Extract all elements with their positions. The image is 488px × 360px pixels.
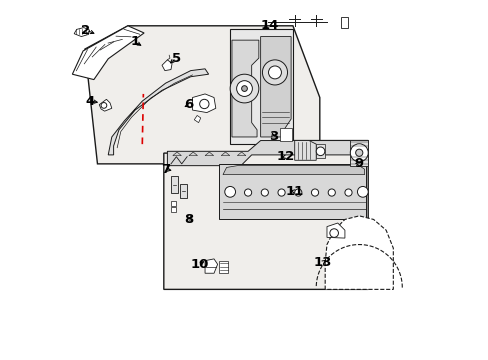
- Polygon shape: [192, 94, 215, 113]
- Polygon shape: [163, 140, 367, 289]
- Text: 10: 10: [190, 258, 208, 271]
- Circle shape: [262, 60, 287, 85]
- Polygon shape: [172, 152, 181, 156]
- Text: 4: 4: [85, 95, 95, 108]
- Text: 12: 12: [276, 150, 294, 163]
- Text: 8: 8: [184, 213, 193, 226]
- Text: 14: 14: [260, 19, 278, 32]
- Circle shape: [261, 189, 268, 196]
- Polygon shape: [230, 30, 292, 144]
- Polygon shape: [316, 144, 325, 158]
- Circle shape: [344, 189, 351, 196]
- Polygon shape: [171, 201, 176, 206]
- Polygon shape: [219, 261, 228, 273]
- Circle shape: [101, 103, 106, 108]
- Polygon shape: [180, 184, 187, 198]
- Polygon shape: [167, 140, 366, 169]
- Polygon shape: [219, 164, 366, 220]
- Circle shape: [244, 189, 251, 196]
- Text: 1: 1: [130, 35, 140, 49]
- Circle shape: [268, 66, 281, 79]
- Circle shape: [327, 189, 335, 196]
- Polygon shape: [171, 176, 178, 193]
- Text: 6: 6: [184, 98, 193, 111]
- Polygon shape: [74, 28, 89, 37]
- Text: 2: 2: [81, 24, 90, 37]
- Text: 7: 7: [161, 163, 170, 176]
- Circle shape: [224, 186, 235, 197]
- Polygon shape: [294, 140, 316, 160]
- Text: 13: 13: [313, 256, 331, 269]
- Circle shape: [316, 147, 324, 156]
- Circle shape: [230, 74, 258, 103]
- Polygon shape: [260, 37, 290, 137]
- Circle shape: [355, 149, 362, 156]
- Circle shape: [241, 86, 247, 91]
- Polygon shape: [326, 223, 344, 238]
- Polygon shape: [204, 152, 213, 156]
- Polygon shape: [99, 99, 112, 111]
- Polygon shape: [171, 207, 176, 212]
- Circle shape: [199, 99, 208, 109]
- Polygon shape: [162, 60, 172, 71]
- Polygon shape: [204, 259, 217, 273]
- Polygon shape: [188, 152, 197, 156]
- Circle shape: [236, 81, 252, 96]
- Polygon shape: [341, 17, 348, 28]
- Text: 9: 9: [354, 157, 363, 170]
- Circle shape: [294, 189, 301, 196]
- Circle shape: [311, 189, 318, 196]
- Polygon shape: [349, 140, 367, 166]
- Polygon shape: [85, 26, 319, 164]
- Polygon shape: [72, 26, 144, 80]
- Circle shape: [277, 189, 285, 196]
- Polygon shape: [280, 128, 291, 140]
- Polygon shape: [223, 166, 364, 175]
- Polygon shape: [108, 69, 208, 155]
- Polygon shape: [231, 40, 258, 137]
- Polygon shape: [325, 216, 392, 289]
- Polygon shape: [221, 152, 229, 156]
- Text: 3: 3: [268, 130, 277, 143]
- Polygon shape: [237, 152, 245, 156]
- Polygon shape: [194, 116, 201, 123]
- Text: 11: 11: [285, 185, 303, 198]
- Text: 5: 5: [171, 51, 181, 64]
- Circle shape: [349, 144, 367, 162]
- Circle shape: [357, 186, 367, 197]
- Circle shape: [329, 229, 338, 237]
